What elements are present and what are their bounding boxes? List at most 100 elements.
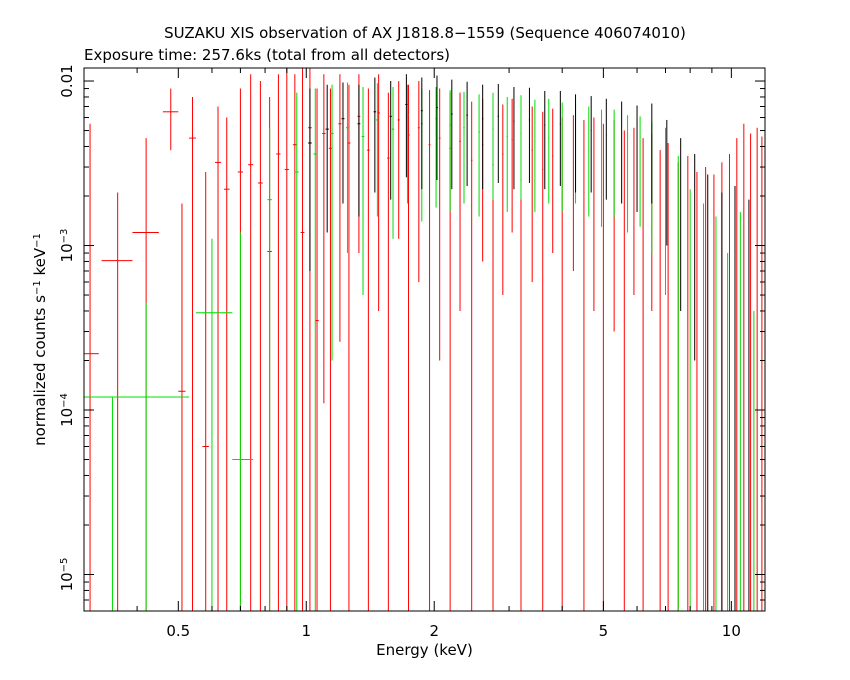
x-tick-label: 5: [599, 622, 609, 640]
data-point: [438, 88, 441, 361]
x-tick-label: 2: [429, 622, 439, 640]
data-point: [588, 106, 590, 217]
data-point: [292, 74, 297, 611]
data-point: [417, 81, 420, 283]
data-point: [544, 90, 546, 190]
data-point: [258, 81, 263, 611]
data-point: [248, 74, 254, 611]
data-point: [345, 82, 349, 254]
x-tick-label: 0.5: [166, 622, 190, 640]
data-point: [294, 92, 299, 611]
data-point: [315, 88, 319, 611]
data-point: [223, 117, 230, 611]
data-point: [633, 127, 635, 296]
data-point: [511, 98, 513, 233]
data-point: [664, 127, 666, 296]
data-point: [373, 77, 377, 193]
chart-title: SUZAKU XIS observation of AX J1818.8−155…: [164, 24, 686, 42]
y-axis-label-unit: keV: [31, 247, 49, 280]
data-point: [328, 88, 333, 611]
data-point: [357, 84, 361, 217]
data-point: [552, 108, 554, 254]
data-point: [492, 92, 494, 200]
data-point: [232, 232, 254, 611]
series-2: [308, 74, 750, 611]
data-point: [405, 74, 408, 178]
data-point: [659, 150, 661, 611]
data-point: [590, 96, 592, 193]
data-point: [639, 116, 641, 227]
y-tick-label: 10−3: [58, 229, 76, 263]
data-point: [531, 106, 533, 283]
x-axis-label: Energy (keV): [376, 641, 473, 659]
data-point: [548, 98, 550, 204]
data-point: [338, 74, 342, 342]
y-tick-label: 10−5: [58, 558, 76, 592]
data-point: [642, 138, 644, 611]
y-axis-label-exp2: −1: [32, 233, 43, 248]
data-point: [300, 68, 305, 611]
data-point: [478, 94, 480, 217]
chart-subtitle: Exposure time: 257.6ks (total from all d…: [84, 46, 450, 64]
y-axis-label: normalized counts s−1 keV−1: [31, 233, 49, 446]
data-point: [575, 94, 577, 193]
data-point: [470, 101, 473, 611]
data-point: [276, 74, 281, 611]
data-point: [313, 88, 318, 611]
y-tick-label: 0.01: [58, 64, 76, 97]
data-point: [84, 123, 99, 611]
y-axis-label-exp1: −1: [32, 280, 43, 295]
data-point: [397, 81, 400, 239]
data-point: [513, 86, 515, 190]
y-axis: 0.01 10−3 10−4 10−5: [58, 64, 765, 612]
data-point: [428, 90, 431, 611]
data-point: [542, 111, 544, 611]
data-point: [636, 105, 638, 212]
data-point: [466, 81, 468, 187]
data-point: [449, 90, 451, 212]
data-point: [127, 302, 163, 611]
data-point: [330, 84, 334, 361]
series-layer: [84, 68, 763, 611]
data-point: [667, 142, 669, 611]
series-0: [84, 68, 763, 611]
data-point: [559, 90, 561, 187]
data-point: [666, 119, 668, 246]
data-point: [601, 109, 603, 227]
data-point: [367, 88, 370, 611]
data-point: [459, 92, 461, 311]
data-point: [561, 102, 563, 212]
y-tick-label: 10−4: [58, 393, 76, 427]
plot-frame: [83, 67, 766, 612]
x-tick-label: 10: [722, 622, 741, 640]
data-point: [202, 171, 209, 611]
data-point: [605, 98, 607, 200]
data-point: [602, 123, 604, 611]
data-point: [162, 88, 179, 151]
data-point: [215, 106, 221, 611]
data-point: [572, 115, 574, 271]
data-point: [463, 91, 465, 204]
data-point: [387, 92, 390, 611]
data-point: [623, 130, 625, 611]
data-point: [528, 87, 530, 183]
data-point: [420, 77, 423, 190]
x-tick-label: 1: [301, 622, 311, 640]
data-point: [593, 117, 595, 311]
data-point: [583, 119, 585, 611]
data-point: [361, 86, 365, 296]
data-point: [308, 88, 312, 271]
data-point: [627, 115, 629, 233]
data-point: [267, 127, 272, 611]
data-point: [376, 83, 379, 217]
data-point: [389, 81, 392, 200]
data-point: [534, 99, 536, 212]
data-point: [506, 96, 508, 212]
data-point: [436, 75, 438, 181]
data-point: [391, 86, 395, 239]
data-point: [101, 192, 133, 611]
data-point: [284, 68, 289, 611]
x-axis: 0.5 1 2 5 10: [83, 68, 741, 640]
data-point: [502, 104, 504, 296]
data-point: [341, 82, 345, 204]
